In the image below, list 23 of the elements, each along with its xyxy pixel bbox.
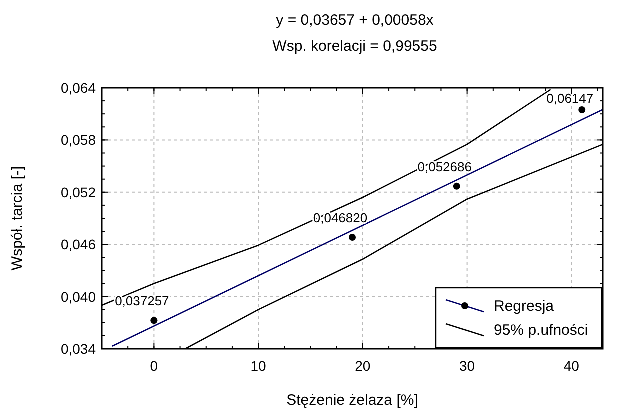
x-tick-label: 40 — [564, 358, 580, 374]
y-tick-label: 0,064 — [60, 80, 96, 96]
point — [453, 182, 460, 190]
data-label: 0,06147 — [546, 91, 594, 106]
x-tick-label: 10 — [250, 358, 267, 374]
y-axis-title: Współ. tarcia [-] — [9, 166, 26, 271]
x-axis-title: Stężenie żelaza [%] — [286, 392, 418, 409]
y-tick-label: 0,046 — [60, 236, 96, 253]
y-tick-label: 0,058 — [60, 132, 96, 148]
x-tick-label: 30 — [460, 358, 476, 374]
point — [578, 106, 586, 114]
chart-title: y = 0,03657 + 0,00058x — [276, 12, 434, 29]
y-tick-label: 0,034 — [60, 341, 96, 357]
x-tick-label: 0 — [150, 358, 158, 374]
x-tick-label: 20 — [355, 358, 371, 374]
legend-label: 95% p.ufności — [494, 322, 588, 339]
y-tick-label: 0,052 — [60, 184, 96, 200]
point — [349, 234, 356, 241]
y-tick-label: 0,040 — [60, 288, 96, 305]
point — [150, 317, 158, 324]
chart-subtitle: Wsp. korelacji = 0,99555 — [272, 38, 438, 55]
data-label: 0,037257 — [115, 294, 170, 309]
legend-label: Regresja — [494, 298, 555, 315]
